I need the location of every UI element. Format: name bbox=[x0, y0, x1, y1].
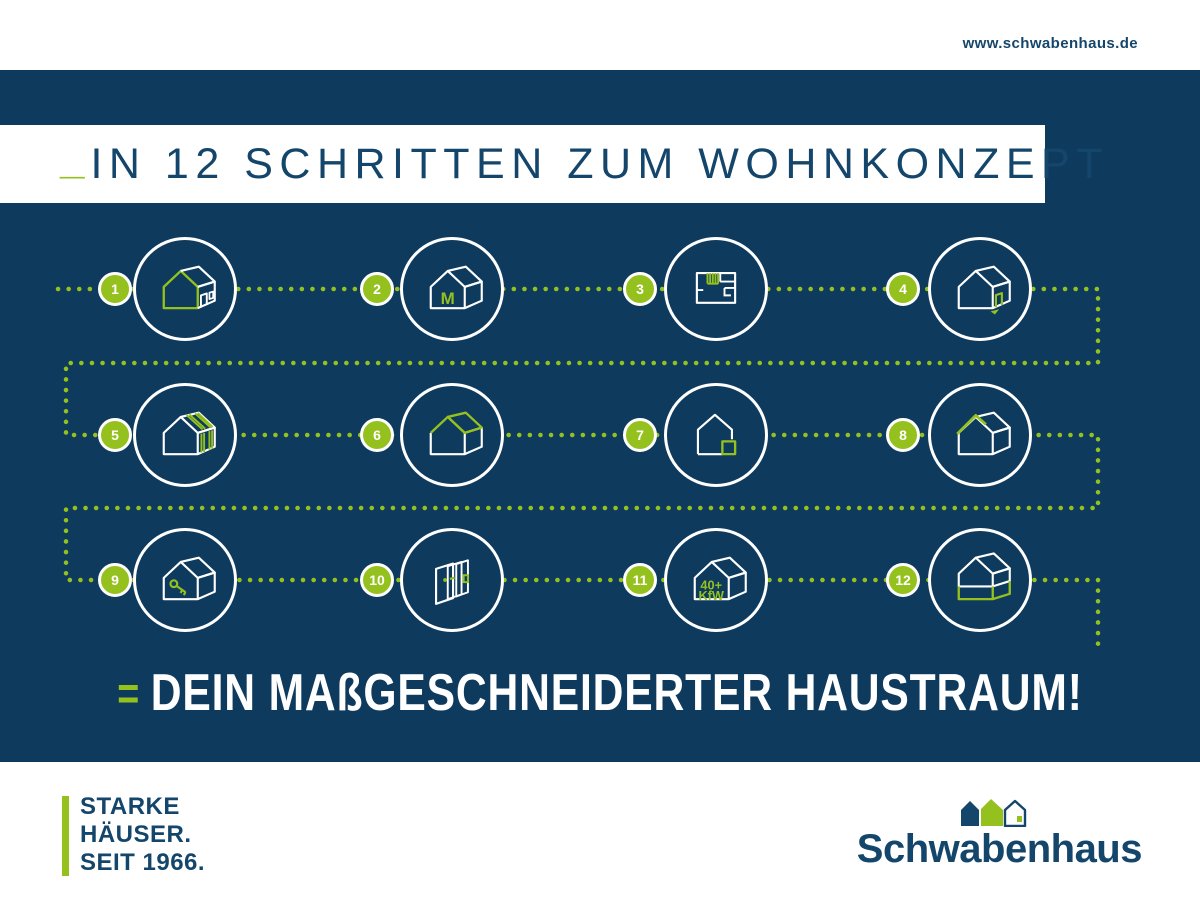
step-number: 12 bbox=[895, 572, 911, 588]
house-3d-icon bbox=[162, 265, 216, 310]
step-badge-1: 1 bbox=[98, 272, 132, 306]
claim-line-3: SEIT 1966. bbox=[80, 849, 206, 876]
kfw-label-bottom: KfW bbox=[698, 588, 724, 603]
result-text: DEIN MAßGESCHNEIDERTER HAUSTRAUM! bbox=[150, 664, 1083, 722]
floor-plan-icon bbox=[695, 272, 737, 304]
step-badge-9: 9 bbox=[98, 563, 132, 597]
step-circle-4 bbox=[928, 237, 1032, 341]
step-circle-7 bbox=[664, 383, 768, 487]
result-headline: = DEIN MAßGESCHNEIDERTER HAUSTRAUM! bbox=[108, 663, 1092, 723]
title-banner: _ IN 12 SCHRITTEN ZUM WOHNKONZEPT bbox=[0, 125, 1103, 203]
step-number: 6 bbox=[373, 427, 381, 443]
step-badge-11: 11 bbox=[623, 563, 657, 597]
house-green-roof-icon bbox=[429, 411, 483, 456]
step-number: 3 bbox=[636, 281, 644, 297]
house-open-door-icon bbox=[957, 265, 1011, 315]
schwabenhaus-logo: Schwabenhaus bbox=[856, 797, 1143, 871]
equals-accent: = bbox=[117, 667, 140, 719]
step-number: 11 bbox=[632, 572, 648, 588]
step-circle-8 bbox=[928, 383, 1032, 487]
house-extension-icon bbox=[696, 413, 737, 456]
step-circle-5 bbox=[133, 383, 237, 487]
step-circle-2: M bbox=[400, 237, 504, 341]
step-number: 4 bbox=[899, 281, 907, 297]
step-number: 7 bbox=[636, 427, 644, 443]
step-number: 9 bbox=[111, 572, 119, 588]
step-circle-10 bbox=[400, 528, 504, 632]
step-badge-10: 10 bbox=[360, 563, 394, 597]
step-badge-6: 6 bbox=[360, 418, 394, 452]
step-circle-9 bbox=[133, 528, 237, 632]
step-number: 8 bbox=[899, 427, 907, 443]
step-badge-7: 7 bbox=[623, 418, 657, 452]
model-house-label: M bbox=[441, 289, 455, 308]
house-roof-edge-icon bbox=[956, 411, 1011, 456]
page-title: IN 12 SCHRITTEN ZUM WOHNKONZEPT bbox=[90, 139, 1110, 188]
step-badge-5: 5 bbox=[98, 418, 132, 452]
title-underscore-accent: _ bbox=[60, 134, 85, 183]
step-number: 5 bbox=[111, 427, 119, 443]
step-badge-2: 2 bbox=[360, 272, 394, 306]
house-kfw-icon: 40+ KfW bbox=[693, 556, 747, 603]
brand-claim: STARKE HÄUSER. SEIT 1966. bbox=[80, 793, 205, 877]
step-circle-3 bbox=[664, 237, 768, 341]
claim-accent-bar bbox=[62, 796, 69, 876]
brand-wordmark: Schwabenhaus bbox=[856, 827, 1143, 871]
house-construction-panels-icon bbox=[162, 411, 216, 456]
house-basement-icon bbox=[957, 552, 1011, 601]
kfw-label-top: 40+ bbox=[700, 578, 722, 593]
model-house-icon: M bbox=[429, 265, 483, 310]
step-circle-6 bbox=[400, 383, 504, 487]
step-number: 10 bbox=[369, 572, 385, 588]
claim-line-2: HÄUSER. bbox=[80, 821, 192, 848]
step-circle-11: 40+ KfW bbox=[664, 528, 768, 632]
website-url: www.schwabenhaus.de bbox=[962, 35, 1138, 52]
step-circle-1 bbox=[133, 237, 237, 341]
step-badge-8: 8 bbox=[886, 418, 920, 452]
logo-houses-icon bbox=[961, 799, 1027, 827]
step-badge-12: 12 bbox=[886, 563, 920, 597]
step-badge-3: 3 bbox=[623, 272, 657, 306]
step-number: 2 bbox=[373, 281, 381, 297]
claim-line-1: STARKE bbox=[80, 793, 180, 820]
step-badge-4: 4 bbox=[886, 272, 920, 306]
step-circle-12 bbox=[928, 528, 1032, 632]
doors-icon bbox=[435, 559, 469, 605]
house-key-icon bbox=[162, 556, 216, 601]
step-number: 1 bbox=[111, 281, 119, 297]
